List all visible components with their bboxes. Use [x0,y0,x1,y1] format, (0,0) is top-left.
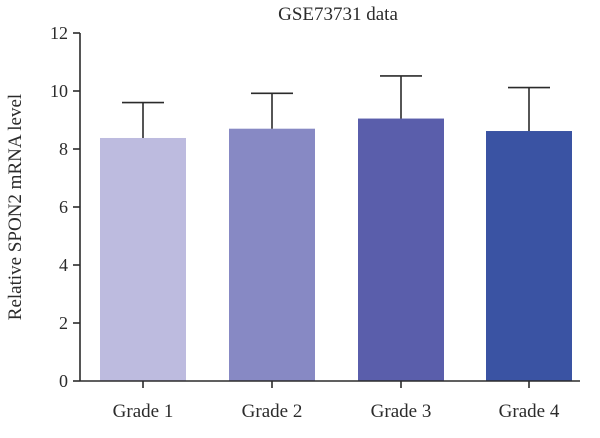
y-tick-label-8: 8 [59,139,68,159]
bar-3 [358,118,444,382]
x-tick-label-3: Grade 3 [371,401,432,422]
y-tick-label-12: 12 [50,23,68,43]
bar-4 [486,131,572,381]
y-tick-label-6: 6 [59,197,68,217]
chart-title: GSE73731 data [278,4,398,25]
y-tick-label-0: 0 [59,371,68,391]
plot-area: 0 2 4 6 8 10 12 Grade 1 Grade 2 Grade 3 Grade 4 [50,23,580,422]
y-tick-label-10: 10 [50,81,68,101]
x-tick-label-1: Grade 1 [113,401,174,422]
y-tick-label-2: 2 [59,313,68,333]
y-axis-label: Relative SPON2 mRNA level [5,94,26,320]
y-tick-label-4: 4 [59,255,68,275]
bar-2 [229,128,315,381]
bar-1 [100,137,186,381]
x-tick-label-2: Grade 2 [242,401,303,422]
x-tick-label-4: Grade 4 [499,401,560,422]
